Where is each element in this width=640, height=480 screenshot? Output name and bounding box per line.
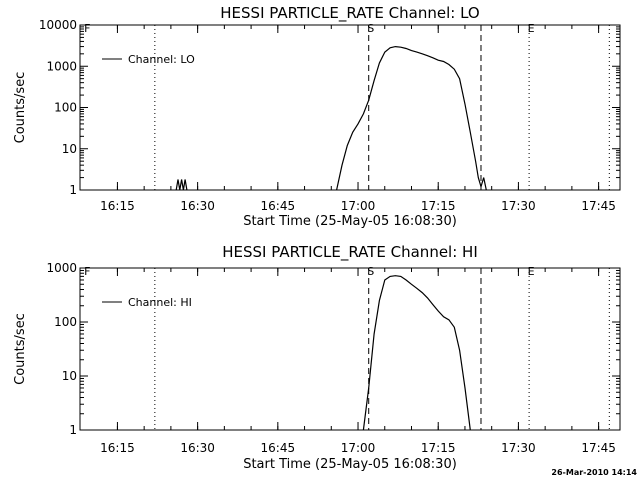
x-tick-label: 17:30 bbox=[501, 441, 536, 455]
plot-frame bbox=[79, 267, 621, 431]
y-tick-label: 10 bbox=[62, 369, 77, 383]
chart-title: HESSI PARTICLE_RATE Channel: LO bbox=[220, 4, 479, 23]
legend-label: Channel: LO bbox=[128, 53, 195, 66]
x-axis-label: Start Time (25-May-05 16:08:30) bbox=[243, 214, 457, 229]
x-tick-label: 17:15 bbox=[421, 441, 456, 455]
series-line bbox=[175, 179, 188, 191]
event-marker-label: F bbox=[84, 265, 90, 278]
series-line bbox=[336, 45, 487, 191]
x-tick-label: 16:30 bbox=[180, 441, 215, 455]
event-marker-label: E bbox=[528, 265, 535, 278]
y-tick-label: 10000 bbox=[39, 18, 77, 32]
x-tick-label: 16:45 bbox=[261, 199, 296, 213]
plot-frame bbox=[79, 24, 621, 191]
timestamp: 26-Mar-2010 14:14 bbox=[551, 468, 637, 477]
y-axis-label: Counts/sec bbox=[13, 72, 28, 144]
x-tick-label: 16:30 bbox=[180, 199, 215, 213]
event-marker-label: S bbox=[367, 22, 374, 35]
y-axis-label: Counts/sec bbox=[13, 313, 28, 385]
x-tick-label: 16:45 bbox=[261, 441, 296, 455]
x-tick-label: 16:15 bbox=[100, 441, 135, 455]
series-line bbox=[362, 275, 471, 431]
y-tick-label: 1 bbox=[69, 183, 77, 197]
y-tick-label: 1000 bbox=[46, 59, 77, 73]
event-marker-label: E bbox=[528, 22, 535, 35]
panel-lo: HESSI PARTICLE_RATE Channel: LO Start Tim… bbox=[13, 4, 621, 229]
x-tick-label: 17:30 bbox=[501, 199, 536, 213]
panel-hi: HESSI PARTICLE_RATE Channel: HI Start Tim… bbox=[13, 243, 621, 472]
y-tick-label: 100 bbox=[54, 101, 77, 115]
legend-label: Channel: HI bbox=[128, 296, 192, 309]
y-tick-label: 1000 bbox=[46, 261, 77, 275]
y-tick-label: 10 bbox=[62, 142, 77, 156]
x-tick-label: 17:45 bbox=[581, 199, 616, 213]
y-tick-label: 1 bbox=[69, 423, 77, 437]
x-tick-label: 17:45 bbox=[581, 441, 616, 455]
x-axis-label: Start Time (25-May-05 16:08:30) bbox=[243, 457, 457, 472]
event-marker-label: S bbox=[367, 265, 374, 278]
x-tick-label: 16:15 bbox=[100, 199, 135, 213]
x-tick-label: 17:00 bbox=[341, 441, 376, 455]
chart-title: HESSI PARTICLE_RATE Channel: HI bbox=[222, 243, 478, 262]
x-tick-label: 17:00 bbox=[341, 199, 376, 213]
event-marker-label: F bbox=[84, 22, 90, 35]
x-tick-label: 17:15 bbox=[421, 199, 456, 213]
y-tick-label: 100 bbox=[54, 315, 77, 329]
